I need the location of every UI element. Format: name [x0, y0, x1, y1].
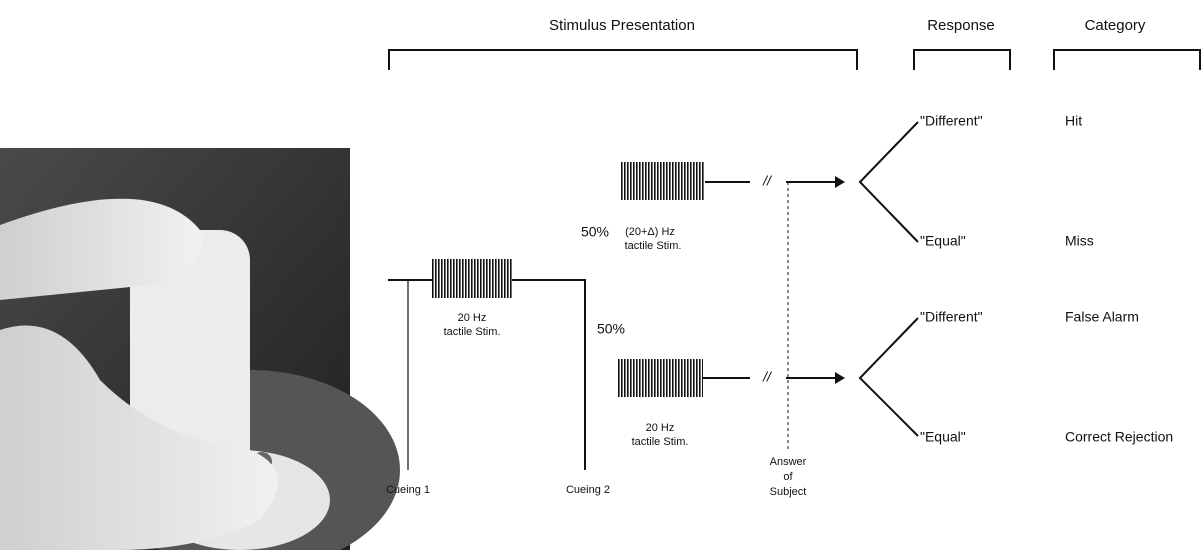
category: False Alarm: [1065, 309, 1139, 325]
figure: Stimulus Presentation Response Category …: [0, 0, 1203, 550]
response: "Equal": [920, 429, 966, 445]
bracket: [1054, 50, 1200, 70]
break: //: [762, 173, 773, 189]
label: (20+Δ) Hz: [625, 226, 675, 238]
stimulus-box: [617, 359, 703, 397]
category: Miss: [1065, 233, 1094, 249]
branch: [860, 318, 918, 436]
probability: 50%: [581, 224, 609, 240]
header: Category: [1085, 17, 1146, 34]
category: Correct Rejection: [1065, 429, 1173, 445]
photo: [0, 148, 400, 550]
bracket: [914, 50, 1010, 70]
category: Hit: [1065, 113, 1082, 129]
arrow-head: [835, 372, 845, 384]
response: "Different": [920, 113, 983, 129]
label: 20 Hz: [646, 422, 675, 434]
break: //: [762, 369, 773, 385]
response: "Equal": [920, 233, 966, 249]
stimulus-box: [620, 162, 705, 200]
answer-label: Answer: [770, 456, 807, 468]
response: "Different": [920, 309, 983, 325]
header: Response: [927, 17, 995, 34]
header: Stimulus Presentation: [549, 17, 695, 34]
cue-label: Cueing 2: [566, 484, 610, 496]
label: tactile Stim.: [444, 326, 501, 338]
bracket: [389, 50, 857, 70]
timeline: [388, 280, 585, 470]
probability: 50%: [597, 321, 625, 337]
branch: [860, 122, 918, 242]
answer-label: of: [783, 471, 793, 483]
label: tactile Stim.: [632, 436, 689, 448]
answer-label: Subject: [770, 486, 807, 498]
cue-label: Cueing 1: [386, 484, 430, 496]
arrow-head: [835, 176, 845, 188]
label: tactile Stim.: [625, 240, 682, 252]
label: 20 Hz: [458, 312, 487, 324]
stimulus-box: [432, 259, 512, 298]
